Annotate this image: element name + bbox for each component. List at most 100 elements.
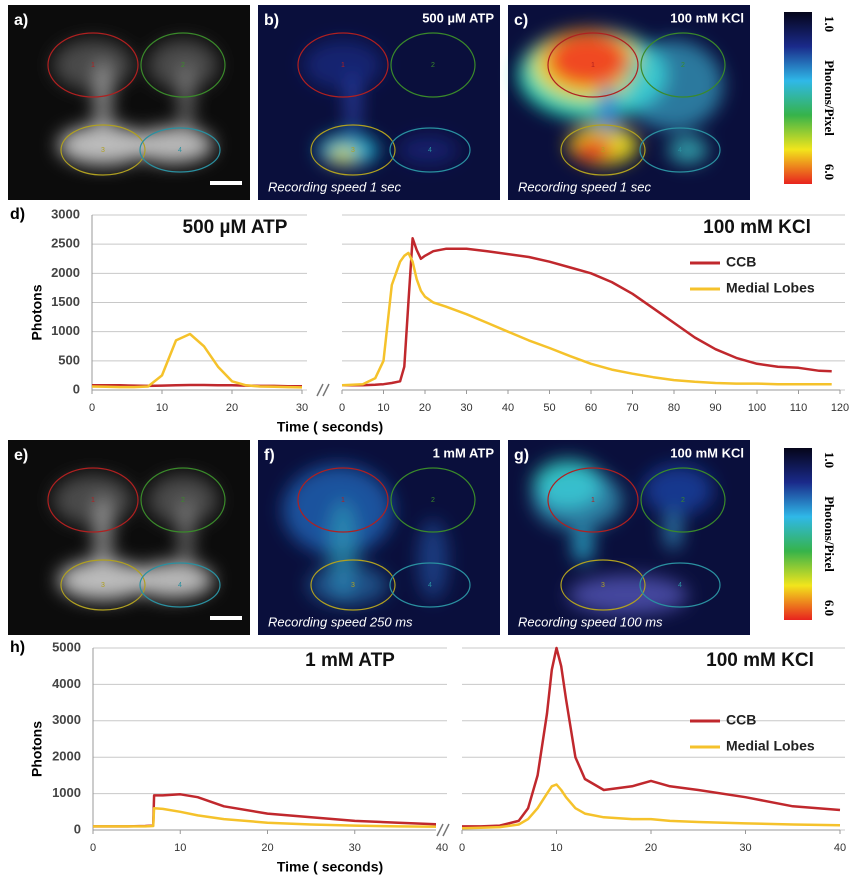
x-tick-label: 110: [790, 402, 808, 414]
data-line: [342, 237, 832, 387]
data-line: [341, 251, 832, 387]
roi-outline: [60, 559, 146, 611]
axis-break: [442, 823, 450, 837]
signal-blob: [665, 510, 681, 550]
roi-outline: [389, 562, 471, 608]
axis-break: [316, 383, 324, 397]
colorbar: [784, 12, 812, 184]
colorbar: [784, 448, 812, 620]
x-tick-label: 120: [831, 402, 849, 414]
signal-blob: [398, 135, 458, 165]
panel-label: b): [264, 12, 279, 29]
roi-outline: [389, 127, 471, 173]
image-glow: [53, 475, 218, 600]
roi-label: 4: [428, 147, 432, 154]
roi-label: 3: [351, 147, 355, 154]
roi-outline: [47, 467, 139, 533]
roi-label: 2: [431, 62, 435, 69]
signal-blob: [329, 147, 357, 163]
image-background: [258, 5, 500, 200]
signal-blob: [546, 32, 630, 88]
roi-label: 2: [681, 62, 685, 69]
roi-label: 3: [351, 582, 355, 589]
chart-title: 100 mM KCl: [706, 650, 814, 671]
roi-label: 1: [91, 497, 95, 504]
y-tick-label: 500: [58, 352, 80, 367]
roi-outline: [560, 559, 646, 611]
legend-label: Medial Lobes: [726, 738, 815, 754]
stimulus-label: 100 mM KCl: [670, 10, 744, 25]
image-caption: Recording speed 250 ms: [268, 614, 413, 629]
data-line: [91, 332, 303, 389]
signal-blob: [573, 138, 613, 162]
roi-label: 4: [178, 582, 182, 589]
x-tick-label: 30: [739, 842, 751, 854]
image-caption: Recording speed 100 ms: [518, 614, 663, 629]
roi-outline: [560, 124, 646, 176]
image-background: [8, 5, 250, 200]
signal-blob: [58, 560, 148, 600]
signal-blob: [133, 127, 213, 163]
stimulus-label: 100 mM KCl: [670, 445, 744, 460]
x-tick-label: 20: [645, 842, 657, 854]
roi-outline: [547, 32, 639, 98]
roi-label: 3: [601, 147, 605, 154]
stimulus-label: 500 µM ATP: [422, 10, 494, 25]
signal-blob: [148, 475, 218, 525]
roi-outline: [639, 127, 721, 173]
data-line: [93, 806, 443, 828]
image-panel: 1 2 3 4 f) 1 mM ATP Recording speed 250 ms: [258, 440, 500, 635]
roi-label: 2: [181, 497, 185, 504]
x-tick-label: 0: [459, 842, 465, 854]
panel-label: c): [514, 12, 528, 29]
legend-label: Medial Lobes: [726, 280, 815, 296]
colorbar-top: 1.0: [822, 452, 837, 468]
x-tick-label: 40: [834, 842, 846, 854]
image-glow: [53, 40, 218, 165]
roi-label: 1: [591, 62, 595, 69]
x-tick-label: 40: [502, 402, 514, 414]
panel-label: a): [14, 12, 28, 29]
colorbar-label: Photons/Pixel: [822, 496, 837, 572]
signal-blob: [180, 62, 192, 138]
roi-outline: [639, 562, 721, 608]
x-tick-label: 0: [90, 842, 96, 854]
signal-blob: [133, 562, 213, 598]
signal-blob: [643, 465, 713, 515]
colorbar-top: 1.0: [822, 16, 837, 32]
signal-blob: [346, 75, 360, 135]
axis-break: [436, 823, 444, 837]
image-panel: 1 2 3 4 a): [8, 5, 250, 200]
y-tick-label: 0: [73, 381, 80, 396]
axis-break-gap: [316, 382, 330, 398]
image-caption: Recording speed 1 sec: [268, 179, 401, 194]
roi-outline: [390, 32, 476, 98]
x-tick-label: 20: [261, 842, 273, 854]
roi-outline: [310, 124, 396, 176]
image-panel: 1 2 3 4 c) 100 mM KCl Recording speed 1 sec: [508, 5, 750, 200]
chart-title: 100 mM KCl: [703, 217, 811, 238]
y-tick-label: 2500: [51, 236, 80, 251]
data-line: [461, 783, 841, 830]
roi-label: 1: [341, 62, 345, 69]
signal-blob: [668, 136, 708, 164]
x-axis-label: Time ( seconds): [277, 859, 383, 875]
y-tick-label: 5000: [52, 639, 81, 654]
panel-label: e): [14, 447, 28, 464]
roi-label: 4: [178, 147, 182, 154]
x-tick-label: 30: [349, 842, 361, 854]
colorbar-label: Photons/Pixel: [822, 60, 837, 136]
roi-outline: [297, 467, 389, 533]
chart-title: 1 mM ATP: [305, 650, 395, 671]
roi-outline: [139, 562, 221, 608]
signal-blob: [53, 475, 133, 525]
stimulus-label: 1 mM ATP: [433, 445, 495, 460]
roi-label: 1: [91, 62, 95, 69]
signal-blob: [95, 60, 111, 140]
roi-label: 2: [431, 497, 435, 504]
signal-blob: [598, 85, 618, 135]
signal-blob: [533, 470, 623, 530]
scale-bar: [210, 616, 242, 620]
chart-title: 500 µM ATP: [183, 217, 288, 238]
image-panel: 1 2 3 4 b) 500 µM ATP Recording speed 1 sec: [258, 5, 500, 200]
